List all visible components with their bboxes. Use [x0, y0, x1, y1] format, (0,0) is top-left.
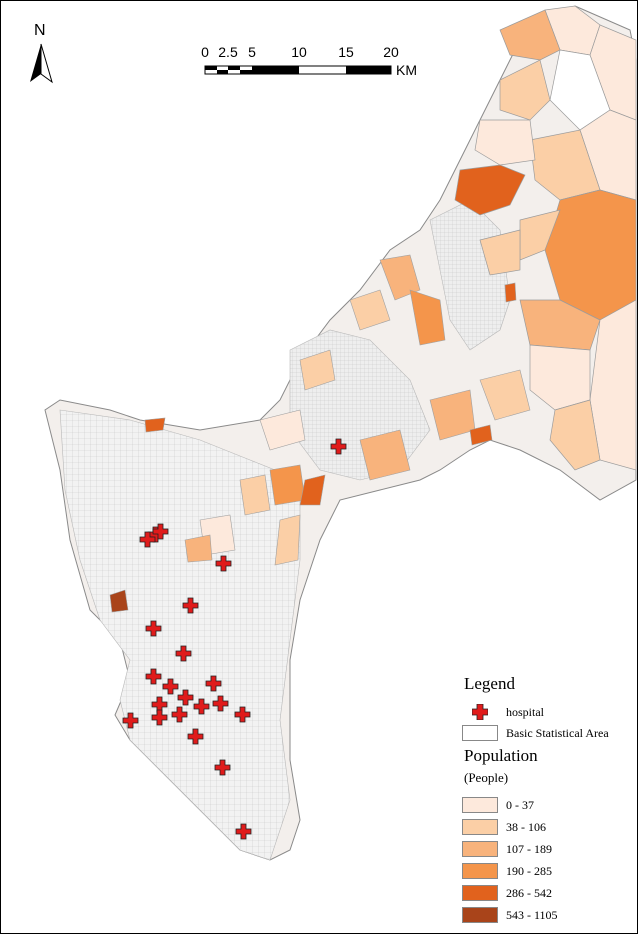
hospital-marker	[122, 712, 139, 729]
class-label: 38 - 106	[506, 819, 546, 834]
scale-tick: 10	[291, 44, 307, 60]
scale-bar: 0 2.5 5 10 15 20 KM	[190, 44, 430, 78]
legend-title: Legend	[464, 674, 515, 693]
north-arrow-icon	[30, 43, 53, 84]
class-swatch	[462, 907, 498, 923]
class-label: 107 - 189	[506, 841, 552, 856]
legend-class: 0 - 37	[462, 796, 534, 814]
north-arrow: N	[26, 22, 56, 86]
population-title: Population	[464, 746, 538, 765]
hospital-marker	[235, 823, 252, 840]
area-swatch	[462, 725, 498, 741]
hospital-markers	[122, 438, 347, 840]
scale-tick: 2.5	[218, 44, 238, 60]
class-swatch	[462, 885, 498, 901]
hospital-marker	[171, 706, 188, 723]
legend-area-label: Basic Statistical Area	[506, 725, 609, 740]
hospital-marker	[151, 709, 168, 726]
legend-row-hospital: hospital	[462, 703, 544, 721]
class-swatch	[462, 863, 498, 879]
scale-tick: 0	[201, 44, 209, 60]
middle-polygons	[109, 254, 531, 613]
hospital-marker	[139, 531, 156, 548]
hospital-marker	[175, 645, 192, 662]
class-swatch	[462, 819, 498, 835]
class-label: 543 - 1105	[506, 907, 558, 922]
hospital-marker	[182, 597, 199, 614]
class-label: 190 - 285	[506, 863, 552, 878]
urban-zone-south	[59, 409, 301, 861]
scale-unit: KM	[396, 62, 417, 78]
north-label: N	[34, 22, 46, 39]
class-label: 286 - 542	[506, 885, 552, 900]
hospital-marker	[145, 620, 162, 637]
class-swatch	[462, 841, 498, 857]
hospital-marker	[187, 728, 204, 745]
legend-class: 38 - 106	[462, 818, 546, 836]
hospital-marker	[162, 678, 179, 695]
class-label: 0 - 37	[506, 797, 534, 812]
hospital-marker	[234, 706, 251, 723]
legend-row-area: Basic Statistical Area	[462, 724, 609, 742]
scale-tick: 5	[248, 44, 256, 60]
legend-class: 286 - 542	[462, 884, 552, 902]
legend-class: 190 - 285	[462, 862, 552, 880]
scale-bar-graphic	[204, 65, 392, 75]
legend-class: 543 - 1105	[462, 906, 558, 924]
hospital-marker	[214, 759, 231, 776]
class-swatch	[462, 797, 498, 813]
population-unit: (People)	[464, 770, 509, 785]
scale-tick: 15	[338, 44, 354, 60]
hospital-marker	[205, 675, 222, 692]
hospital-marker	[145, 668, 162, 685]
north-polygons	[454, 5, 637, 471]
legend-class: 107 - 189	[462, 840, 552, 858]
hospital-marker	[330, 438, 347, 455]
hospital-marker	[212, 695, 229, 712]
hospital-marker	[152, 523, 169, 540]
legend-hospital-label: hospital	[506, 704, 544, 719]
hospital-icon	[462, 704, 498, 720]
hospital-marker	[193, 698, 210, 715]
scale-tick: 20	[383, 44, 399, 60]
hospital-marker	[215, 555, 232, 572]
hospital-marker	[177, 689, 194, 706]
